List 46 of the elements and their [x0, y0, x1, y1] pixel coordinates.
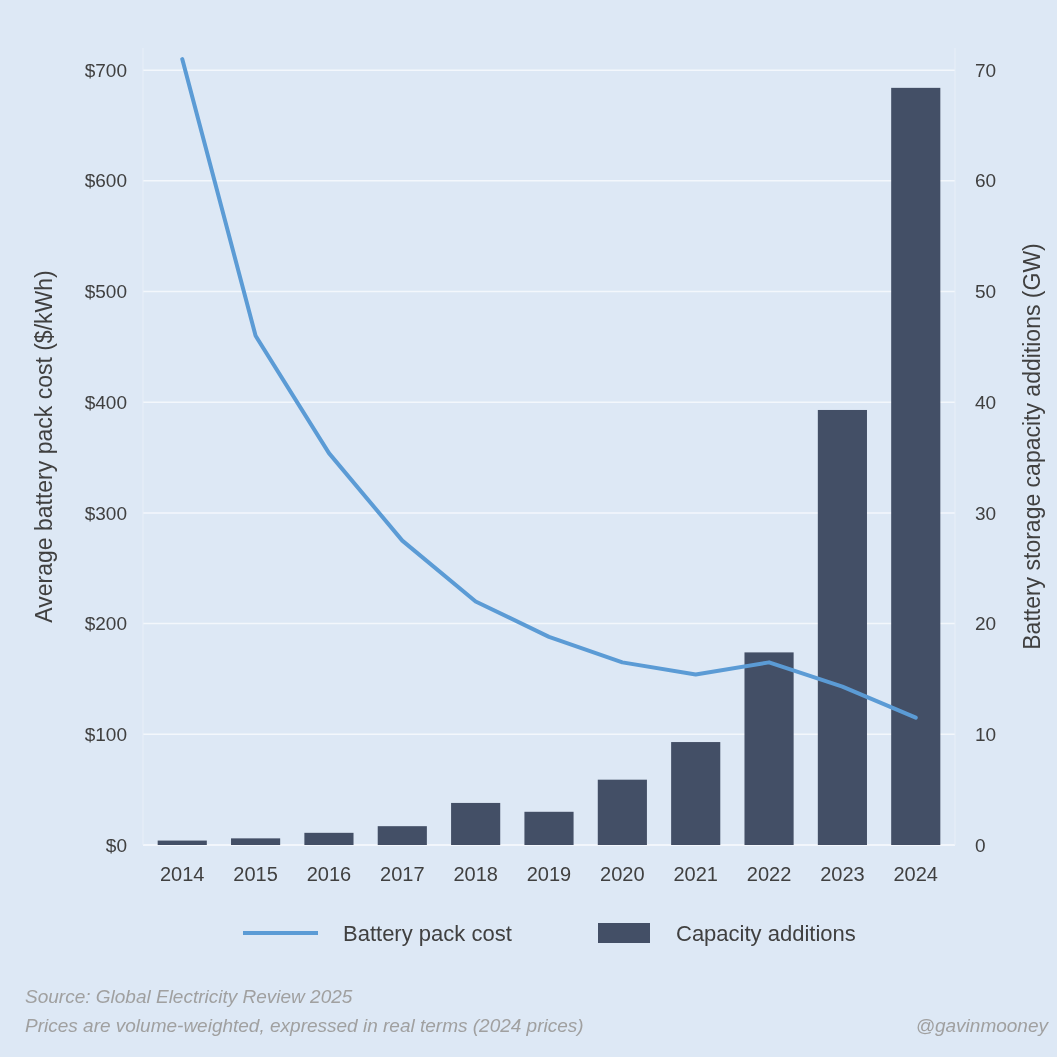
- x-tick-label: 2017: [380, 863, 425, 885]
- bar: [817, 409, 867, 845]
- x-tick-label: 2023: [820, 863, 865, 885]
- y-tick-label: $400: [84, 391, 127, 413]
- bar: [524, 811, 574, 845]
- bar: [377, 826, 427, 845]
- y2-tick-label: 0: [975, 834, 986, 856]
- y2-axis-title: Battery storage capacity additions (GW): [1019, 243, 1045, 650]
- y-tick-label: $700: [84, 59, 127, 81]
- legend-label: Battery pack cost: [343, 920, 512, 946]
- x-tick-label: 2019: [526, 863, 572, 885]
- y-tick-label: $600: [84, 170, 127, 192]
- source-note: Source: Global Electricity Review 2025: [25, 986, 353, 1007]
- y2-tick-label: 70: [975, 59, 997, 81]
- y-tick-label: $500: [84, 281, 127, 303]
- bar: [597, 779, 647, 845]
- y2-tick-label: 40: [975, 391, 997, 413]
- text: Prices are volume-weighted, expressed in real terms (2024 prices): [25, 1015, 584, 1036]
- x-tick-label: 2021: [673, 863, 718, 885]
- bar: [157, 840, 207, 845]
- bar: [744, 652, 794, 845]
- bar: [671, 742, 721, 845]
- x-tick-label: 2015: [233, 863, 278, 885]
- y-tick-label: $0: [105, 834, 127, 856]
- y-tick-label: $200: [84, 613, 127, 635]
- x-tick-label: 2018: [453, 863, 498, 885]
- y-tick-label: $100: [84, 723, 127, 745]
- x-tick-label: 2020: [600, 863, 645, 885]
- y2-tick-label: 10: [975, 723, 997, 745]
- y-axis-title: Average battery pack cost ($/kWh): [31, 270, 57, 623]
- bar: [231, 838, 281, 845]
- text: @gavinmooney: [915, 1015, 1050, 1036]
- bar: [304, 832, 354, 845]
- bar: [451, 802, 501, 845]
- y2-tick-label: 50: [975, 281, 997, 303]
- x-tick-label: 2024: [893, 863, 939, 885]
- bar: [891, 87, 941, 845]
- x-tick-label: 2014: [159, 863, 205, 885]
- x-tick-label: 2022: [746, 863, 792, 885]
- y2-tick-label: 30: [975, 502, 997, 524]
- legend-label: Capacity additions: [676, 920, 856, 946]
- x-tick-label: 2016: [306, 863, 352, 885]
- y2-tick-label: 20: [975, 613, 997, 635]
- y-tick-label: $300: [84, 502, 127, 524]
- y2-tick-label: 60: [975, 170, 997, 192]
- line-series: [180, 57, 918, 720]
